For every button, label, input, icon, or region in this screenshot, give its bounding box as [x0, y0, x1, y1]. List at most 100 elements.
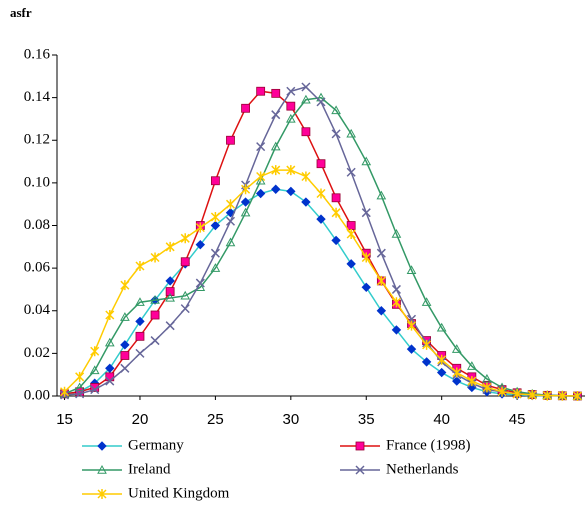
marker	[286, 186, 296, 197]
marker	[89, 365, 100, 375]
marker	[346, 221, 356, 230]
marker	[376, 248, 386, 258]
legend-label: United Kingdom	[128, 485, 230, 501]
marker	[557, 390, 567, 401]
marker	[391, 228, 402, 238]
marker	[120, 351, 130, 360]
marker	[286, 101, 296, 111]
marker	[331, 235, 341, 246]
marker	[135, 297, 145, 306]
marker	[165, 292, 175, 302]
legend-label: Netherlands	[386, 461, 459, 477]
marker	[226, 135, 235, 145]
marker	[467, 376, 477, 387]
marker	[406, 265, 417, 274]
marker	[301, 197, 311, 207]
x-tick-label: 30	[282, 411, 299, 428]
marker	[376, 275, 386, 286]
series-line	[64, 90, 578, 397]
y-tick-label: 0.00	[24, 387, 50, 403]
marker	[361, 156, 372, 166]
marker	[105, 363, 115, 374]
marker	[452, 367, 462, 378]
marker	[135, 316, 145, 327]
y-tick-label: 0.02	[24, 345, 50, 361]
marker	[240, 197, 251, 207]
marker	[180, 290, 191, 300]
marker	[241, 103, 250, 113]
series-line	[64, 96, 578, 397]
marker	[180, 257, 190, 267]
marker	[120, 312, 130, 321]
y-tick-label: 0.10	[24, 174, 50, 190]
marker	[512, 388, 522, 399]
marker	[331, 207, 341, 218]
x-tick-label: 45	[509, 411, 526, 428]
marker	[165, 276, 175, 286]
marker	[97, 441, 107, 451]
marker	[301, 94, 311, 104]
marker	[210, 248, 220, 258]
marker	[255, 188, 266, 199]
marker	[391, 284, 401, 294]
marker	[361, 252, 371, 263]
marker	[135, 260, 145, 271]
y-tick-label: 0.04	[24, 302, 51, 318]
marker	[256, 86, 266, 96]
marker	[527, 389, 537, 400]
legend-label: France (1998)	[386, 437, 471, 453]
marker	[406, 344, 417, 354]
marker	[195, 239, 206, 250]
marker	[225, 237, 236, 247]
marker	[376, 190, 387, 200]
marker	[271, 88, 281, 98]
marker	[346, 167, 356, 177]
marker	[256, 142, 266, 152]
marker	[482, 382, 492, 393]
marker	[105, 376, 115, 386]
marker	[150, 336, 160, 346]
marker	[271, 184, 281, 194]
marker	[346, 259, 356, 269]
y-tick-label: 0.08	[24, 217, 50, 233]
marker	[210, 211, 220, 222]
marker	[165, 321, 175, 331]
marker	[75, 371, 85, 382]
marker	[105, 310, 115, 321]
marker	[316, 92, 326, 102]
marker	[271, 110, 281, 120]
marker	[301, 82, 311, 92]
marker	[376, 306, 387, 316]
legend-label: Ireland	[128, 461, 171, 477]
series-line	[64, 86, 578, 397]
marker	[135, 348, 145, 358]
y-tick-label: 0.06	[24, 260, 51, 276]
marker	[421, 357, 432, 367]
y-axis-label: asfr	[10, 5, 32, 20]
marker	[97, 464, 107, 474]
marker	[331, 193, 341, 203]
marker	[421, 297, 432, 306]
marker	[165, 287, 175, 296]
marker	[286, 86, 296, 96]
marker	[285, 113, 296, 123]
marker	[406, 320, 417, 331]
marker	[361, 208, 371, 218]
marker	[316, 188, 326, 199]
marker	[270, 141, 281, 151]
marker	[60, 386, 70, 397]
marker	[346, 229, 356, 240]
marker	[241, 184, 251, 195]
marker	[150, 295, 160, 304]
marker	[361, 282, 371, 293]
marker	[355, 465, 365, 475]
marker	[120, 280, 130, 291]
marker	[467, 361, 477, 370]
marker	[255, 175, 266, 185]
y-tick-label: 0.16	[24, 46, 51, 62]
x-tick-label: 15	[56, 411, 73, 428]
marker	[90, 346, 100, 357]
y-tick-label: 0.14	[24, 89, 51, 105]
marker	[331, 129, 341, 139]
